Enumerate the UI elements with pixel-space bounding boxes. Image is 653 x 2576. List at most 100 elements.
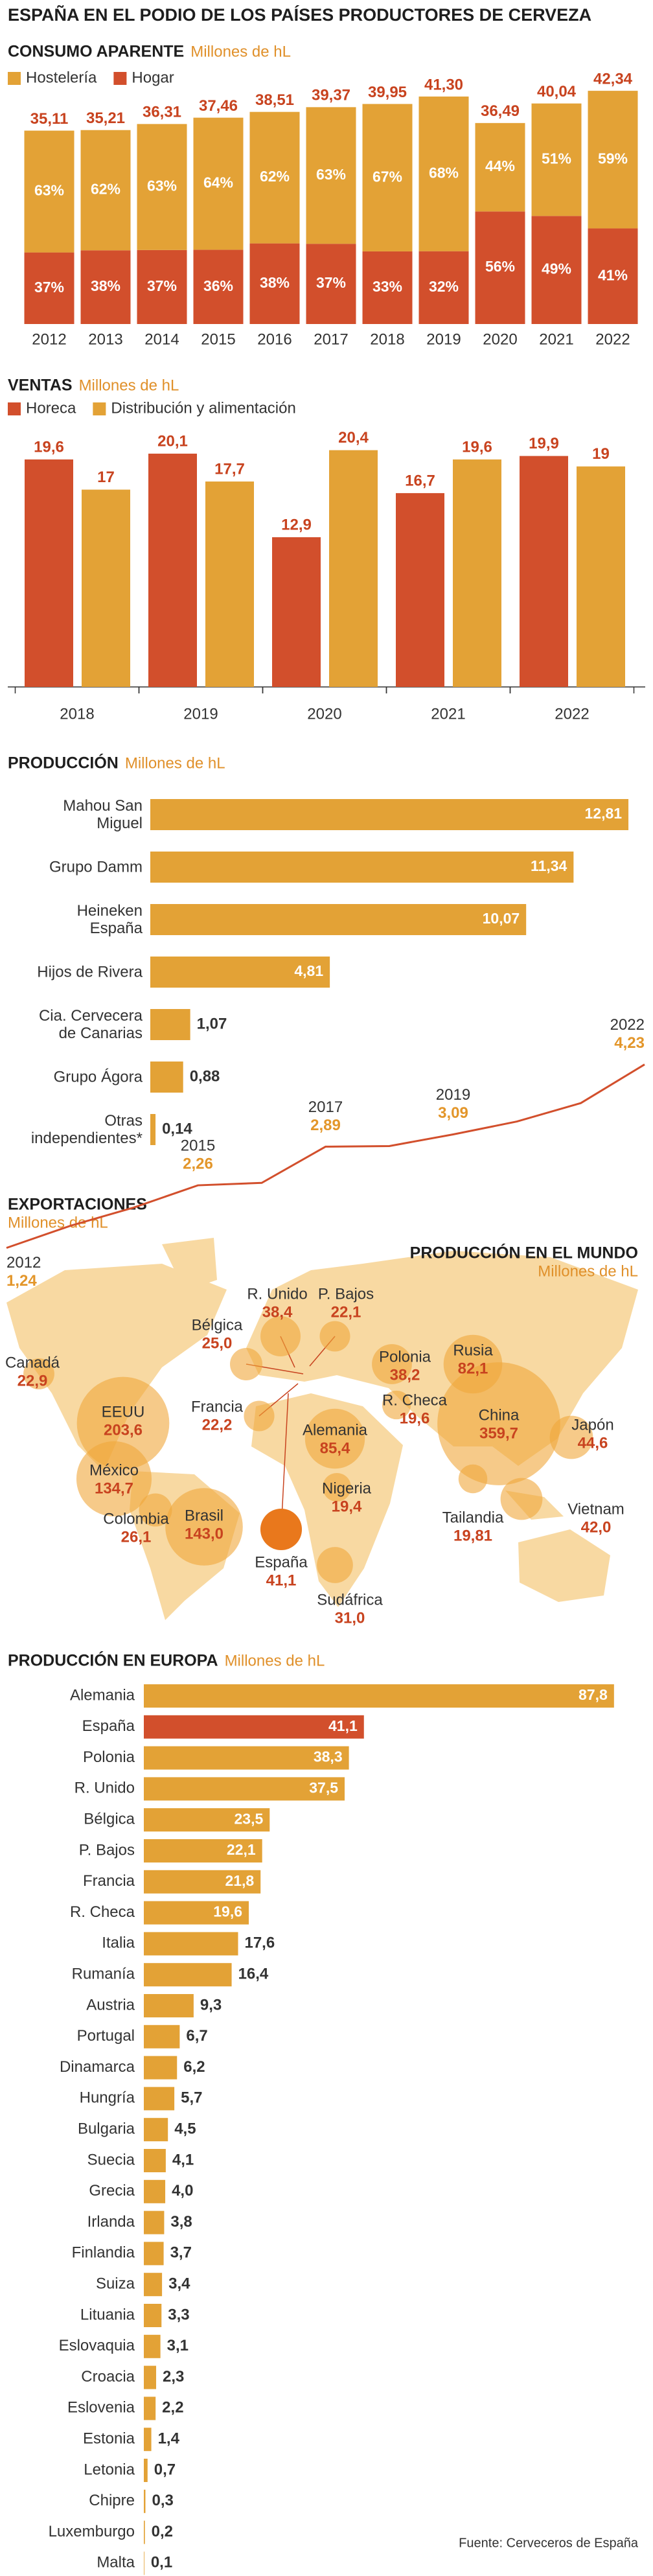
bar-segment xyxy=(137,249,187,324)
bubble xyxy=(458,1464,488,1494)
category-label: Francia xyxy=(83,1872,135,1890)
total-label: 36,31 xyxy=(143,104,181,121)
segment-label: 36% xyxy=(203,277,233,294)
category-label: Grupo Ágora xyxy=(53,1068,143,1086)
legend-label: Hostelería xyxy=(26,69,97,86)
segment-label: 51% xyxy=(542,150,571,167)
bar xyxy=(150,1009,190,1040)
total-label: 37,46 xyxy=(199,97,238,115)
category-label: Eslovenia xyxy=(67,2399,135,2417)
category-label: R. Checa xyxy=(70,1903,135,1921)
value-label: 22,1 xyxy=(331,1303,361,1321)
segment-label: 68% xyxy=(429,164,459,181)
bar xyxy=(150,799,629,830)
bar xyxy=(144,1684,614,1708)
category-label: Polonia xyxy=(83,1748,135,1766)
segment-label: 37% xyxy=(147,277,177,294)
bar xyxy=(144,2149,166,2172)
bar xyxy=(150,1114,156,1145)
bar-segment xyxy=(193,117,244,250)
value-label: 41,1 xyxy=(266,1572,297,1589)
bar xyxy=(144,2520,145,2544)
bar xyxy=(144,2273,163,2297)
x-tick-label: 2018 xyxy=(60,705,94,723)
legend-label: Horeca xyxy=(26,399,76,417)
segment-label: 37% xyxy=(316,274,346,291)
value-label: 0,88 xyxy=(190,1067,220,1085)
bar-segment xyxy=(531,216,582,324)
x-tick-label: 2016 xyxy=(257,331,292,348)
country-label: España xyxy=(255,1553,308,1571)
value-label: 12,81 xyxy=(584,805,622,822)
segment-label: 33% xyxy=(372,278,402,295)
x-tick-label: 2020 xyxy=(483,331,517,348)
bubble xyxy=(304,1408,365,1469)
value-label: 2,2 xyxy=(162,2399,183,2417)
bar xyxy=(25,459,73,687)
bar xyxy=(150,904,527,935)
x-tick-label: 2013 xyxy=(88,331,122,348)
category-label: Suecia xyxy=(87,2151,135,2168)
segment-label: 62% xyxy=(91,181,120,198)
section-subtitle: Millones de hL xyxy=(125,754,225,772)
total-label: 38,51 xyxy=(255,91,294,109)
bar xyxy=(272,537,321,687)
category-label: Bulgaria xyxy=(78,2120,135,2138)
value-label: 3,8 xyxy=(170,2213,192,2231)
bar xyxy=(144,2459,148,2482)
value-label: 134,7 xyxy=(95,1479,133,1497)
value-label: 17,6 xyxy=(244,1934,275,1952)
country-label: Bélgica xyxy=(192,1316,243,1334)
bubble xyxy=(23,1358,54,1389)
value-label: 20,4 xyxy=(338,429,369,447)
value-label: 4,81 xyxy=(294,962,323,979)
country-label: Alemania xyxy=(303,1421,368,1439)
segment-label: 59% xyxy=(598,150,628,167)
x-tick-label: 2020 xyxy=(307,705,341,723)
value-label: 4,23 xyxy=(614,1034,645,1052)
category-label: Otras independientes* xyxy=(30,1112,143,1147)
bar xyxy=(144,2242,164,2266)
value-label: 31,0 xyxy=(335,1609,365,1627)
value-label: 37,5 xyxy=(309,1779,338,1796)
value-label: 82,1 xyxy=(458,1360,488,1377)
value-label: 2,89 xyxy=(310,1117,341,1134)
category-label: Heineken España xyxy=(76,902,143,937)
value-label: 3,7 xyxy=(170,2244,192,2262)
country-label: Rusia xyxy=(453,1341,493,1359)
bubble xyxy=(382,1390,411,1420)
country-label: Canadá xyxy=(5,1354,60,1371)
value-label: 16,7 xyxy=(405,472,435,489)
segment-label: 64% xyxy=(203,174,233,191)
value-label: 19,6 xyxy=(462,438,492,456)
x-tick-label: 2015 xyxy=(201,331,235,348)
bar xyxy=(144,2489,146,2513)
legend-label: Hogar xyxy=(132,69,174,86)
bar xyxy=(144,2056,178,2080)
bar xyxy=(144,2025,180,2048)
country-label: Nigeria xyxy=(322,1479,372,1497)
value-label: 20,1 xyxy=(157,432,188,450)
bar-segment xyxy=(531,103,582,216)
continent xyxy=(251,1393,403,1607)
value-label: 87,8 xyxy=(579,1686,608,1703)
bar xyxy=(144,1715,364,1739)
page-title: ESPAÑA EN EL PODIO DE LOS PAÍSES PRODUCT… xyxy=(8,5,591,25)
x-tick-label: 2017 xyxy=(314,331,348,348)
section-title: PRODUCCIÓN EN EUROPA xyxy=(8,1651,218,1670)
value-label: 6,7 xyxy=(186,2027,207,2045)
total-label: 40,04 xyxy=(537,83,577,100)
section-subtitle: Millones de hL xyxy=(225,1652,325,1669)
segment-label: 56% xyxy=(485,258,515,275)
value-label: 12,9 xyxy=(281,516,312,533)
bar xyxy=(329,450,378,687)
bar xyxy=(144,1994,194,2017)
x-tick-label: 2019 xyxy=(183,705,218,723)
segment-label: 49% xyxy=(542,261,571,277)
total-label: 35,11 xyxy=(30,110,69,128)
bubble xyxy=(319,1321,350,1352)
bar-segment xyxy=(306,107,356,244)
country-label: Japón xyxy=(571,1416,613,1433)
value-label: 3,1 xyxy=(167,2337,189,2354)
